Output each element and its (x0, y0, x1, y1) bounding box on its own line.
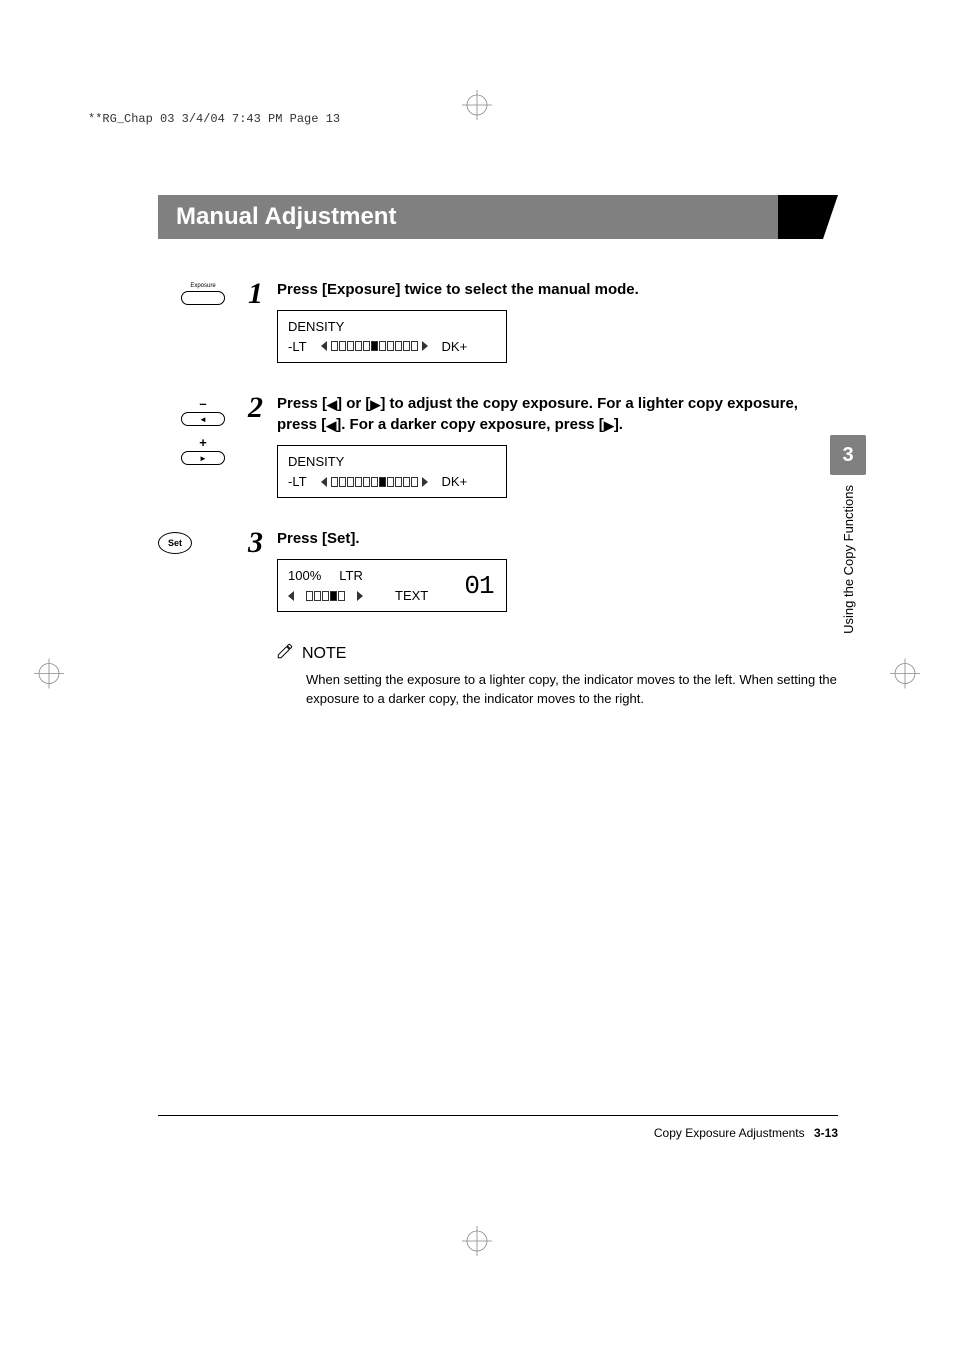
density-segment (306, 591, 313, 601)
arrow-left-icon: ◀ (326, 418, 336, 433)
triangle-left-icon (288, 591, 294, 601)
chapter-number: 3 (830, 435, 866, 475)
density-segment (387, 341, 394, 351)
arrow-buttons-icon: – + (158, 393, 248, 465)
step-2: – + 2 Press [◀] or [▶] to adjust the cop… (158, 393, 838, 498)
density-segment (387, 477, 394, 487)
arrow-left-icon: ◀ (327, 397, 337, 412)
note-heading: NOTE (302, 645, 346, 663)
section-title-accent (778, 195, 838, 239)
set-oval-label: Set (158, 532, 192, 554)
arrow-right-icon: ▶ (604, 418, 614, 433)
step-1: Exposure 1 Press [Exposure] twice to sel… (158, 279, 838, 363)
note-block: NOTE When setting the exposure to a ligh… (276, 642, 838, 709)
triangle-right-icon (422, 341, 428, 351)
density-segment (371, 477, 378, 487)
crop-mark-bottom-icon (462, 1226, 492, 1261)
step-number-2: 2 (248, 393, 263, 423)
crop-mark-top-icon (462, 90, 492, 125)
lcd1-line1: DENSITY (288, 317, 496, 337)
density-segment (395, 477, 402, 487)
density-segment (363, 477, 370, 487)
step-number-1: 1 (248, 279, 263, 309)
lcd-display-2: DENSITY -LT DK+ (277, 445, 507, 498)
triangle-left-icon (321, 477, 327, 487)
running-head: **RG_Chap 03 3/4/04 7:43 PM Page 13 (88, 112, 340, 126)
step-number-3: 3 (248, 528, 263, 558)
page-number: 3-13 (814, 1126, 838, 1140)
density-segment (331, 477, 338, 487)
lcd2-dk: DK+ (442, 472, 468, 492)
density-segment (322, 591, 329, 601)
chapter-tab: 3 Using the Copy Functions (830, 435, 866, 634)
density-segment (411, 477, 418, 487)
lcd3-count: 01 (452, 560, 506, 611)
crop-mark-left-icon (34, 658, 64, 693)
lcd3-mode: TEXT (395, 586, 428, 606)
lcd-display-3: 100% LTR TEXT 01 (277, 559, 507, 612)
exposure-icon-label: Exposure (190, 283, 215, 289)
lcd2-line1: DENSITY (288, 452, 496, 472)
density-segment (338, 591, 345, 601)
density-segment (330, 591, 337, 601)
density-bar-2 (331, 477, 418, 487)
crop-mark-right-icon (890, 658, 920, 693)
density-segment (347, 477, 354, 487)
lcd-display-1: DENSITY -LT DK+ (277, 310, 507, 363)
density-segment (403, 341, 410, 351)
density-segment (355, 341, 362, 351)
page-footer: Copy Exposure Adjustments 3-13 (158, 1115, 838, 1140)
density-segment (339, 341, 346, 351)
triangle-left-icon (321, 341, 327, 351)
pencil-icon (276, 642, 294, 665)
exposure-button-icon: Exposure (158, 279, 248, 305)
section-title: Manual Adjustment (158, 195, 778, 239)
lcd3-zoom: 100% (288, 566, 321, 586)
density-segment (395, 341, 402, 351)
lcd1-dk: DK+ (442, 337, 468, 357)
density-segment (331, 341, 338, 351)
step-3-instruction: Press [Set]. (277, 528, 838, 549)
density-segment (355, 477, 362, 487)
section-title-bar: Manual Adjustment (158, 195, 838, 239)
set-button-icon: Set (158, 528, 248, 554)
density-segment (379, 341, 386, 351)
note-text: When setting the exposure to a lighter c… (276, 671, 838, 709)
lcd3-paper: LTR (339, 566, 363, 586)
density-segment (403, 477, 410, 487)
chapter-label: Using the Copy Functions (841, 485, 856, 634)
density-segment (411, 341, 418, 351)
density-segment (339, 477, 346, 487)
step-1-instruction: Press [Exposure] twice to select the man… (277, 279, 838, 300)
lcd2-lt: -LT (288, 472, 307, 492)
step-2-instruction: Press [◀] or [▶] to adjust the copy expo… (277, 393, 838, 435)
step-3: Set 3 Press [Set]. 100% LTR (158, 528, 838, 612)
triangle-right-icon (422, 477, 428, 487)
density-segment (371, 341, 378, 351)
density-segment (314, 591, 321, 601)
density-segment (347, 341, 354, 351)
density-segment (379, 477, 386, 487)
triangle-right-icon (357, 591, 363, 601)
arrow-right-icon: ▶ (370, 397, 380, 412)
page-content: Manual Adjustment Exposure 1 Press [Expo… (158, 195, 838, 709)
density-bar-1 (331, 341, 418, 351)
lcd1-lt: -LT (288, 337, 307, 357)
density-bar-3 (306, 591, 345, 601)
footer-title: Copy Exposure Adjustments (654, 1126, 805, 1140)
density-segment (363, 341, 370, 351)
